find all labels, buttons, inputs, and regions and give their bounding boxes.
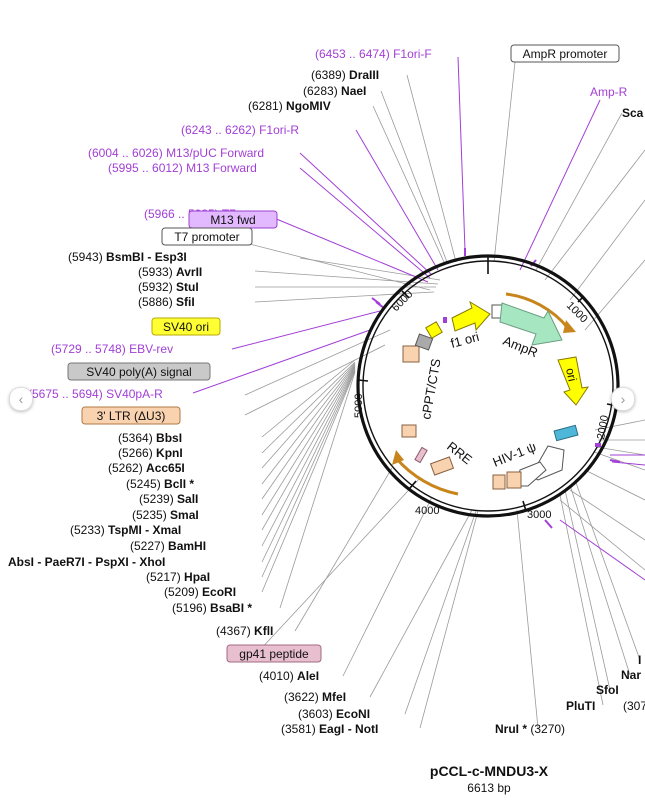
gp41-peptide-box: gp41 peptide [226,644,322,663]
primer-labels: (6453 .. 6474) F1ori-F (6243 .. 6262) F1… [28,47,628,401]
site-label-partial: (307 [623,699,645,713]
site-label-bamhi: (5227) BamHI [130,539,206,553]
site-label-tspmi: (5233) TspMI - XmaI [70,523,181,537]
plasmid-length: 6613 bp [467,781,511,795]
orf-arrowheads [392,320,576,465]
ampr-promoter-box: AmpR promoter [510,44,620,63]
sv40-polya-box: SV40 poly(A) signal [67,362,211,381]
site-labels: (6389) DraIII (6283) NaeI (6281) NgoMIV … [8,68,645,736]
ori-feature [557,356,590,406]
site-label-sca: Sca [622,106,644,120]
tick-label-1000: 1000 [564,300,590,326]
m13-fwd-label: M13 fwd [210,213,255,227]
right-connector-lines [544,149,645,571]
tick-label-3000: 3000 [527,509,551,521]
site-label-hpai: (5217) HpaI [146,570,210,584]
site-label-kfli: (4367) KflI [216,624,273,638]
primer-label-m13-forward: (5995 .. 6012) M13 Forward [108,161,257,175]
plasmid-title: pCCL-c-MNDU3-X [430,763,549,779]
site-label-pluti: PluTI [566,699,595,713]
position-ticks [357,256,619,512]
orf-arcs [394,292,570,496]
nav-right-arrow-icon[interactable]: › [611,387,635,411]
ampr-feature [499,302,563,346]
m13-fwd-box: M13 fwd [188,210,278,229]
site-label-avrii: (5933) AvrII [138,265,202,279]
primer-label-m13-puc-forward: (6004 .. 6026) M13/pUC Forward [88,146,264,160]
nav-left-arrow-icon[interactable]: ‹ [9,387,33,411]
ltr-box: 3' LTR (ΔU3) [81,406,181,425]
primer-label-ebv-rev: (5729 .. 5748) EBV-rev [51,342,173,356]
tick-label-5000: 5000 [353,394,365,418]
site-label-bcli: (5245) BclI * [126,477,194,491]
gp41-peptide-label: gp41 peptide [239,647,309,661]
site-label-acc65i: (5262) Acc65I [108,461,185,475]
primer-connector-lines [192,56,645,581]
site-label-draiii: (6389) DraIII [311,68,379,82]
ori-label: ori [563,367,579,383]
site-label-xhoi: AbsI - PaeR7I - PspXI - XhoI [8,555,165,569]
ampr-label: AmpR [501,333,540,360]
site-label-bbsi: (5364) BbsI [118,431,182,445]
site-label-notI: (3581) EagI - NotI [281,722,378,736]
site-label-ecori: (5209) EcoRI [164,585,236,599]
primer-label-f1ori-f: (6453 .. 6474) F1ori-F [315,47,432,61]
feature-boxes: AmpR promoter M13 fwd T7 promoter SV40 ori S… [67,44,620,663]
t7-promoter-box: T7 promoter [161,227,253,246]
tick-label-6000: 6000 [390,288,416,314]
site-label-partial-k: I [638,653,641,667]
cppt-label: cPPT/CTS [418,357,443,420]
site-connector-lines [229,61,641,729]
ltr-label: 3' LTR (ΔU3) [97,409,166,423]
f1-ori-feature [451,300,491,332]
site-label-stui: (5932) StuI [138,280,199,294]
site-label-mfei: (3622) MfeI [284,690,346,704]
tick-label-2000: 2000 [595,414,611,440]
site-label-smai: (5235) SmaI [132,508,199,522]
primer-label-sv40pa-r: (5675 .. 5694) SV40pA-R [28,387,163,401]
site-label-econi: (3603) EcoNI [298,707,370,721]
sv40-ori-label: SV40 ori [163,320,209,334]
site-label-nrui: NruI * (3270) [495,722,565,736]
sv40-ori-box: SV40 ori [151,317,221,336]
primer-label-f1ori-r: (6243 .. 6262) F1ori-R [181,123,299,137]
ampr-promoter-label: AmpR promoter [523,47,608,61]
site-label-naei: (6283) NaeI [303,84,366,98]
tick-label-4000: 4000 [415,505,439,517]
site-label-sfii: (5886) SfiI [138,295,195,309]
site-label-ngomiv: (6281) NgoMIV [248,99,331,113]
site-label-alei: (4010) AleI [259,669,319,683]
site-label-kpni: (5266) KpnI [118,446,183,460]
site-label-bsabi: (5196) BsaBI * [172,601,252,615]
primer-label-amp-r: Amp-R [590,85,628,99]
site-label-bsmbi: (5943) BsmBI - Esp3I [68,250,187,264]
site-label-sfoi: SfoI [596,683,619,697]
site-label-sali: (5239) SalI [139,492,198,506]
sv40-polya-label: SV40 poly(A) signal [86,365,191,379]
f1-ori-label: f1 ori [449,329,481,351]
site-label-nar: Nar [621,668,641,682]
t7-promoter-label: T7 promoter [174,230,239,244]
ring-features [401,300,601,490]
